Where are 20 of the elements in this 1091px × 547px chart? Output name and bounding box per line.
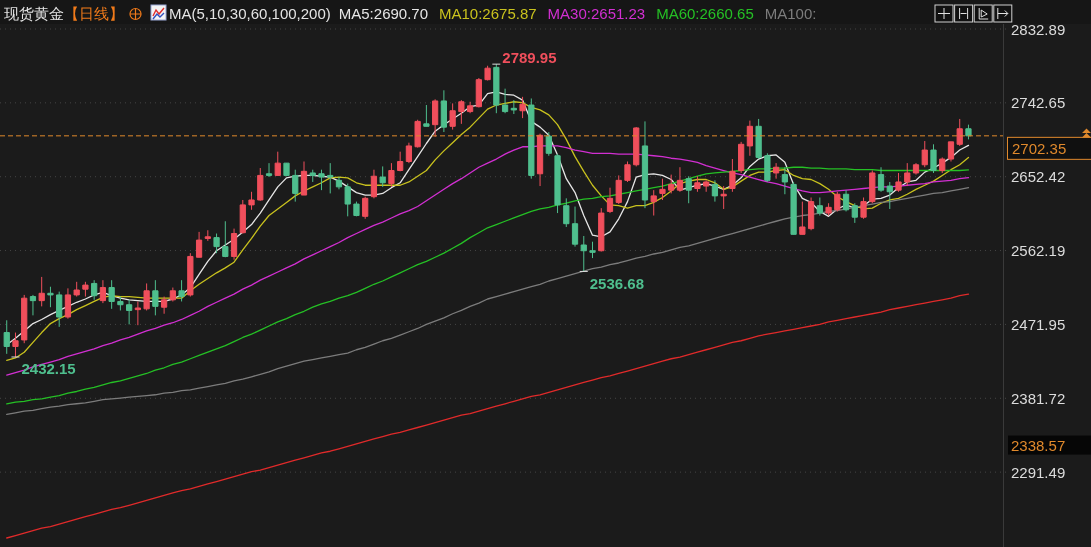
y-tick-label: 2832.89 (1011, 20, 1066, 38)
y-tick-label: 2471.95 (1011, 315, 1066, 333)
annotation: 2536.68 (589, 274, 644, 292)
annotation: MA(5,10,30,60,100,200) (169, 4, 331, 22)
legend-item: MA100: (764, 4, 817, 22)
legend-item: MA5:2690.70 (338, 4, 428, 22)
annotation: 2432.15 (21, 360, 76, 378)
y-tick-label: 2562.19 (1011, 242, 1066, 260)
legend-item: MA10:2675.87 (439, 4, 537, 22)
y-tick-label: 2742.65 (1011, 94, 1066, 112)
y-tick-label: 2381.72 (1011, 389, 1066, 407)
legend-item: MA60:2660.65 (656, 4, 754, 22)
legend-item: MA30:2651.23 (547, 4, 646, 22)
y-tick-label: 2652.42 (1011, 168, 1066, 186)
ref-line-label: 2702.35 (1012, 139, 1067, 157)
subtitle: 【日线】 (64, 4, 124, 22)
ref-label: 2702.35 (1007, 136, 1091, 160)
title: 现货黄金 (4, 4, 64, 22)
y-tick-label: 2291.49 (1011, 463, 1066, 481)
annotation: 2789.95 (502, 48, 557, 66)
